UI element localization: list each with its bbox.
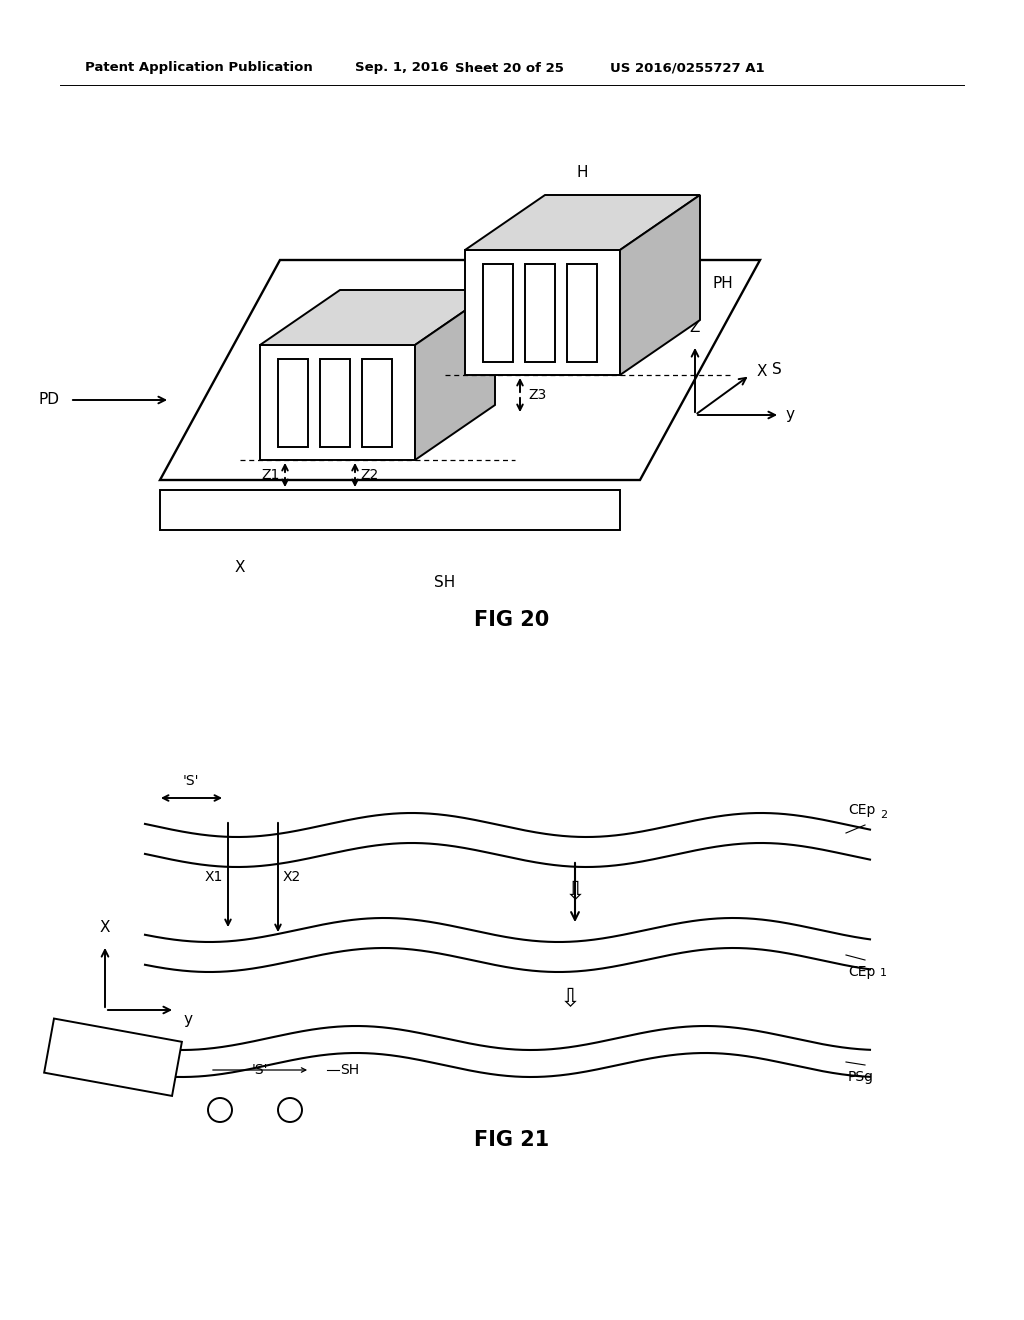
Bar (278, 359, 308, 447)
Text: Z: Z (690, 319, 700, 335)
Text: FIG 21: FIG 21 (474, 1130, 550, 1150)
Polygon shape (160, 260, 760, 480)
Text: PH: PH (712, 276, 733, 292)
Bar (44, 1019, 182, 1096)
Text: PD: PD (39, 392, 60, 408)
Bar (567, 264, 597, 362)
Polygon shape (260, 290, 495, 345)
Text: y: y (183, 1012, 193, 1027)
Text: X: X (757, 363, 768, 379)
Polygon shape (620, 195, 700, 375)
Text: y: y (785, 408, 794, 422)
Bar (362, 359, 392, 447)
Bar (319, 359, 350, 447)
Text: 1: 1 (880, 968, 887, 978)
Text: Z2: Z2 (360, 469, 378, 482)
Text: Z3: Z3 (528, 388, 546, 403)
Text: H: H (577, 165, 588, 180)
Text: US 2016/0255727 A1: US 2016/0255727 A1 (610, 62, 765, 74)
Text: Sheet 20 of 25: Sheet 20 of 25 (455, 62, 564, 74)
Text: SH: SH (340, 1063, 359, 1077)
Bar (525, 264, 555, 362)
Text: 2: 2 (880, 810, 887, 820)
Text: Sep. 1, 2016: Sep. 1, 2016 (355, 62, 449, 74)
Text: S: S (772, 363, 781, 378)
Text: Patent Application Publication: Patent Application Publication (85, 62, 312, 74)
Polygon shape (415, 290, 495, 459)
Text: X1: X1 (205, 870, 223, 884)
Text: CEp: CEp (848, 803, 876, 817)
Bar (483, 264, 513, 362)
Text: X: X (234, 560, 246, 576)
Text: ⇩: ⇩ (564, 880, 586, 904)
Text: CEp: CEp (848, 965, 876, 979)
Text: 'S': 'S' (182, 774, 200, 788)
Polygon shape (260, 345, 415, 459)
Text: SH: SH (434, 576, 456, 590)
Text: Z1: Z1 (261, 469, 280, 482)
Text: X2: X2 (283, 870, 301, 884)
Polygon shape (465, 249, 620, 375)
Text: X: X (99, 920, 111, 935)
Text: PSg: PSg (848, 1071, 874, 1084)
Text: 'S': 'S' (252, 1063, 268, 1077)
Text: ⇩: ⇩ (559, 987, 581, 1011)
Polygon shape (160, 490, 620, 531)
Text: FIG 20: FIG 20 (474, 610, 550, 630)
Polygon shape (465, 195, 700, 249)
